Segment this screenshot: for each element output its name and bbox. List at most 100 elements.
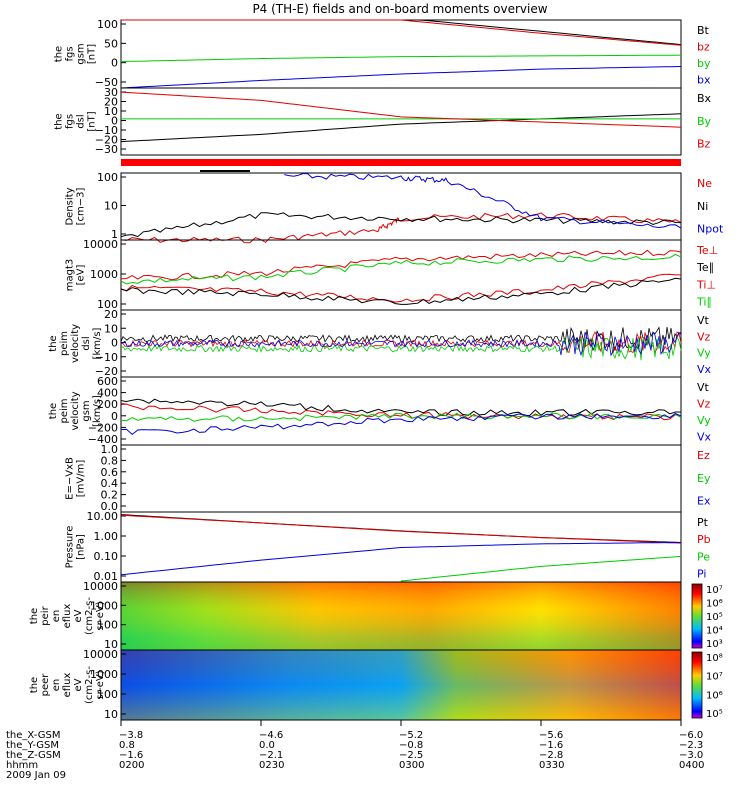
legend-entry: Ni [697,200,708,213]
legend-entry: Bx [697,92,712,105]
panel-efield: 1.00.80.60.40.20.0 E=−VxB[mV/m] Ez Ey Ex [65,443,711,513]
y-axis-label: thefgsdsl[nT] [54,111,98,131]
legend-entry: Ey [697,472,711,485]
y-tick-label: 1.00 [94,530,119,543]
y-axis-label: thepeerenefluxeV(cm2-s-sr-eV) [29,666,106,704]
legend-entry: Vx [697,363,712,376]
series-line-Ti∥ [120,253,682,285]
colorbar-tick-label: 10⁵ [706,709,723,720]
colorbar-tick-label: 10⁶ [706,599,723,610]
series-line-Bz [120,91,682,128]
x-tick-label: −5.6 [539,730,563,741]
legend-entry: Vt [697,381,710,394]
y-tick-label: 200 [97,398,118,411]
y-tick-label: −20 [95,365,118,378]
series-line-Pt [120,514,682,543]
x-tick-label: −6.0 [679,730,703,741]
y-tick-label: −10 [95,351,118,364]
legend-entry: Pi [697,567,706,580]
y-tick-label: 100 [97,619,118,632]
legend-entry: Ez [697,449,710,462]
legend-entry: Vy [697,414,711,427]
y-axis-label: thefgsgsm[nT] [54,43,98,64]
y-tick-label: 0 [111,337,118,350]
x-row-label: the_Y-GSM [6,740,59,751]
legend-entry: Bt [697,24,710,37]
legend-entry: Vz [697,330,711,343]
y-axis-label: magt3[eV] [65,259,87,292]
series-line-Vy [120,335,682,361]
y-tick-label: 10000 [83,238,118,251]
legend-entry: Pe [697,550,710,563]
series-line-Ti⊥ [120,249,682,281]
colorbar-tick-label: 10⁴ [706,626,723,637]
y-axis-label: Pressure[nPa] [65,526,87,569]
legend-entry: Vt [697,314,710,327]
panel-frame [120,19,682,89]
x-tick-label: 0200 [119,760,144,771]
series-line-Pe [400,555,682,582]
x-tick-label: −2.3 [679,740,703,751]
y-tick-label: 20 [104,308,118,321]
legend-entry: Pt [697,516,709,529]
x-tick-label: −4.6 [259,730,283,741]
panel-pressure: 10.00 1.00 0.10 0.01 Pressure[nPa] Pt Pb Pe Pi [65,510,711,583]
legend-entry: Pb [697,533,711,546]
x-row-label: hhmm [6,760,38,771]
legend-entry: Npot [697,223,724,236]
y-tick-label: 1000 [90,599,118,612]
y-tick-label: 0.0 [101,500,119,513]
legend-entry: bz [697,41,710,54]
y-tick-label: 10.00 [87,510,119,523]
legend-entry: by [697,57,711,70]
y-tick-label: 30 [104,86,118,99]
y-tick-label: 10 [104,322,118,335]
y-tick-label: 0.10 [94,550,119,563]
colorbar-tick-label: 10⁶ [706,690,723,701]
series-line-by [120,54,682,63]
series-line-Te⊥ [120,273,681,303]
colorbar-tick-label: 10⁵ [706,612,723,623]
panel-frame [120,444,682,513]
y-tick-label: 1000 [90,268,118,281]
legend-entry: Ti∥ [696,295,712,308]
series-line-Vz [120,403,682,421]
y-tick-label: 0.8 [101,454,119,467]
colorbar-tick-label: 10³ [706,639,723,650]
y-tick-label: 10 [104,708,118,721]
y-tick-label: −30 [95,143,118,156]
panel-density: 100 10 1 Density[cm−3] Ne Ni Npot [65,171,724,244]
y-axis-label: E=−VxB[mV/m] [65,457,87,500]
panel-frame [120,239,682,311]
y-axis-label: thepeimvelocitydsl[km/s] [48,324,103,363]
colorbar [691,651,703,719]
x-tick-label: 0230 [259,760,284,771]
series-line-Vt [120,398,681,417]
x-row-label: the_X-GSM [6,730,60,741]
legend-entry: By [697,115,712,128]
x-tick-label: −3.0 [679,750,703,761]
y-tick-label: 20 [104,96,118,109]
x-tick-label: −1.6 [539,740,563,751]
x-tick-label: −1.6 [119,750,143,761]
y-tick-label: 0.4 [101,477,119,490]
y-tick-label: 100 [97,298,118,311]
x-tick-label: 0.8 [119,740,135,751]
series-line-Ne [120,212,682,244]
series-line-Vx [120,412,682,436]
x-tick-label: 0300 [399,760,424,771]
x-tick-label: −5.2 [399,730,423,741]
legend-entry: Ex [697,495,711,508]
legend-entry: Ne [697,177,712,190]
y-tick-label: 0 [111,115,118,128]
y-tick-label: 100 [97,688,118,701]
series-line-Ni [120,212,682,238]
legend-entry: Te⊥ [696,244,718,257]
series-line-Pi [120,542,681,576]
x-tick-label: 0.0 [259,740,275,751]
x-tick-label: −2.8 [539,750,563,761]
y-tick-label: 0 [111,57,118,70]
date-label: 2009 Jan 09 [6,770,66,781]
